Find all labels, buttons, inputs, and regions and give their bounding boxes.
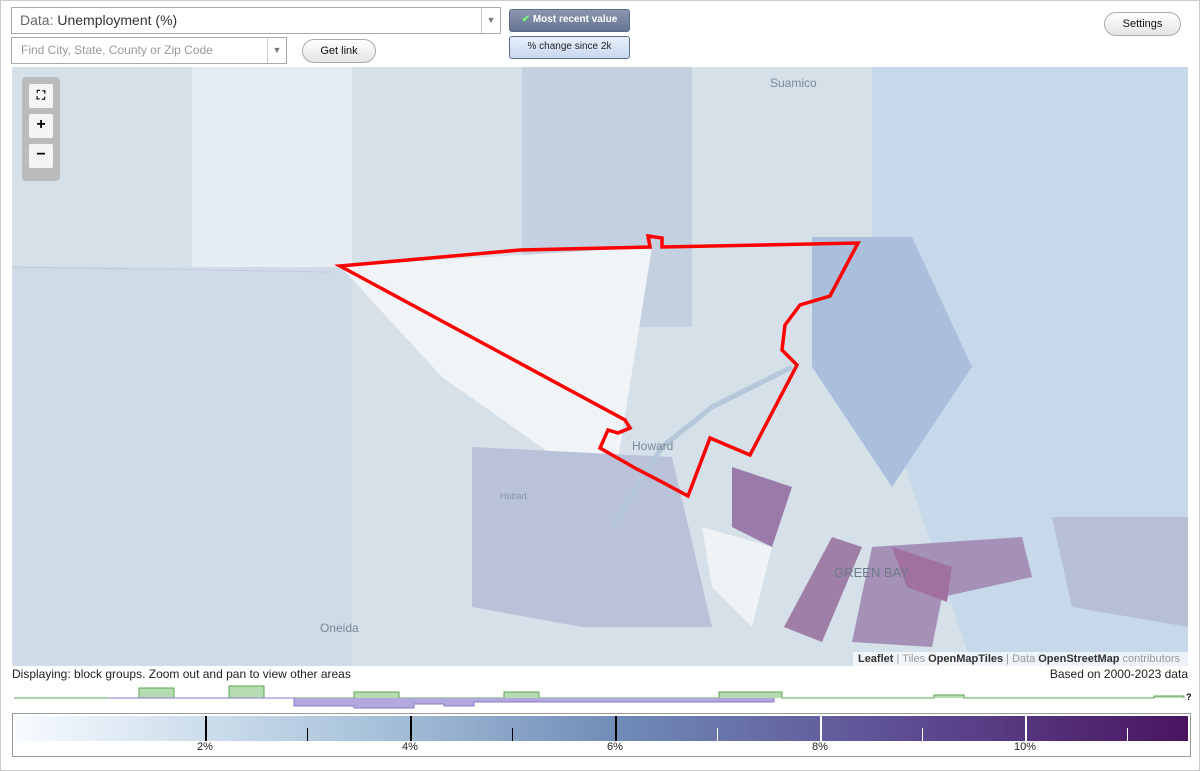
map-layer: Suamico Howard Hobart GREEN BAY Oneida xyxy=(12,67,1188,666)
attribution-text: OpenStreetMap xyxy=(1038,653,1120,665)
legend-minor-tick xyxy=(922,728,923,741)
place-label: Suamico xyxy=(770,76,817,90)
selected-area-outline xyxy=(334,233,861,499)
zoom-in-button[interactable]: + xyxy=(28,113,54,139)
attribution-text: Data xyxy=(1011,653,1036,665)
color-scale xyxy=(15,716,1188,741)
legend-tick xyxy=(410,716,412,741)
data-label: Data: xyxy=(20,12,54,28)
legend: 2% 4% 6% 8% 10% xyxy=(12,713,1191,757)
attribution-text: OpenMapTiles xyxy=(928,653,1004,665)
legend-tick xyxy=(820,716,822,741)
place-label: Hobart xyxy=(500,491,528,501)
legend-tick-label: 8% xyxy=(812,741,828,753)
legend-tick xyxy=(205,716,207,741)
fullscreen-button[interactable]: ⛶ xyxy=(28,83,54,109)
map[interactable]: Suamico Howard Hobart GREEN BAY Oneida ⛶… xyxy=(12,67,1188,666)
attribution-text: | xyxy=(896,653,900,665)
attribution-text: contributors xyxy=(1122,653,1180,665)
zoom-control: ⛶ + − xyxy=(22,77,60,181)
data-value: Unemployment (%) xyxy=(57,12,178,28)
most-recent-toggle[interactable]: ✔ Most recent value xyxy=(509,9,630,32)
legend-tick-label: 10% xyxy=(1013,741,1037,753)
place-label: Howard xyxy=(632,439,673,453)
data-select[interactable]: Data: Unemployment (%) ▼ xyxy=(11,7,501,34)
legend-tick xyxy=(1025,716,1027,741)
legend-minor-tick xyxy=(1127,728,1128,741)
legend-tick-label: 6% xyxy=(607,741,623,753)
displaying-note: Displaying: block groups. Zoom out and p… xyxy=(12,667,351,681)
zoom-out-button[interactable]: − xyxy=(28,143,54,169)
data-range-note: Based on 2000-2023 data xyxy=(1049,667,1188,681)
attribution-text: Leaflet xyxy=(857,653,894,665)
histogram: ? xyxy=(14,685,1192,709)
most-recent-label: Most recent value xyxy=(532,14,618,25)
legend-tick-label: 4% xyxy=(402,741,418,753)
attribution: Leaflet | Tiles OpenMapTiles | Data OpenStreet… xyxy=(852,652,1188,666)
place-label: Oneida xyxy=(320,621,359,635)
legend-minor-tick xyxy=(717,728,718,741)
search-placeholder: Find City, State, County or Zip Code xyxy=(21,43,213,57)
change-toggle[interactable]: % change since 2k xyxy=(509,36,630,59)
legend-tick-label: 2% xyxy=(197,741,213,753)
legend-minor-tick xyxy=(512,728,513,741)
attribution-text: | xyxy=(1006,653,1009,665)
get-link-button[interactable]: Get link xyxy=(302,39,376,63)
help-icon[interactable]: ? xyxy=(1186,692,1192,702)
settings-button[interactable]: Settings xyxy=(1104,12,1181,36)
place-label: GREEN BAY xyxy=(834,565,909,580)
legend-tick xyxy=(615,716,617,741)
legend-minor-tick xyxy=(307,728,308,741)
search-box[interactable]: Find City, State, County or Zip Code ▼ xyxy=(11,37,287,64)
attribution-text: Tiles xyxy=(902,653,926,665)
